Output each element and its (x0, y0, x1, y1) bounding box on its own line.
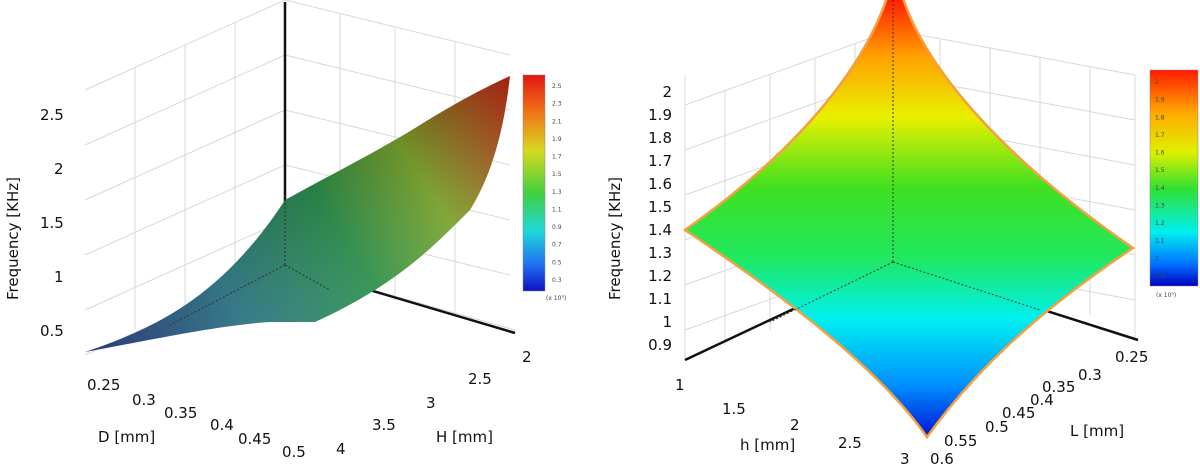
right-colorbar-note: (x 10³) (1156, 292, 1176, 299)
right-colorbar-tick: 1.6 (1155, 150, 1165, 157)
left-colorbar-tick: 1.7 (552, 154, 562, 161)
left-colorbar-tick: 2.3 (552, 101, 562, 108)
right-chart: 2 1.9 1.8 1.7 1.6 1.5 1.4 1.3 1.2 1.1 1 0.9 Frequen… (606, 0, 1199, 468)
left-colorbar-tick: 0.9 (552, 224, 562, 231)
right-y-label: L [mm] (1070, 422, 1124, 440)
left-y-tick: 4 (336, 440, 346, 458)
right-z-tick: 1.3 (648, 244, 672, 262)
right-x-tick: 1.5 (722, 400, 746, 418)
left-y-tick: 2.5 (468, 370, 492, 388)
right-z-tick: 1 (662, 313, 672, 331)
left-colorbar-tick: 0.7 (552, 242, 562, 249)
right-x-tick: 3 (900, 450, 910, 468)
right-y-tick: 0.6 (930, 450, 954, 468)
left-y-tick: 3.5 (372, 416, 396, 434)
left-colorbar: 2.5 2.3 2.1 1.9 1.7 1.5 1.3 1.1 0.9 0.7 0.5 0.3 (x … (522, 74, 566, 302)
right-surface (682, 0, 1136, 440)
left-z-tick: 0.5 (40, 322, 64, 340)
right-z-tick: 1.8 (648, 129, 672, 147)
left-colorbar-tick: 1.3 (552, 189, 562, 196)
right-y-tick: 0.55 (944, 432, 977, 450)
right-colorbar-tick: 0.9 (1155, 273, 1165, 280)
right-colorbar-tick: 1.3 (1155, 202, 1165, 209)
right-x-tick: 2 (790, 416, 800, 434)
right-colorbar-tick: 1.7 (1155, 132, 1165, 139)
right-x-tick: 2.5 (838, 434, 862, 452)
left-chart: 2.5 2 1.5 1 0.5 Frequency [KHz] 0.25 0.3… (4, 0, 566, 461)
left-x-label: D [mm] (98, 428, 155, 446)
right-y-tick: 0.25 (1115, 348, 1148, 366)
right-z-tick: 1.5 (648, 198, 672, 216)
right-x-tick: 1 (675, 376, 685, 394)
right-z-label: Frequency [KHz] (606, 177, 624, 300)
right-x-label: h [mm] (740, 436, 795, 454)
left-colorbar-tick: 0.5 (552, 259, 562, 266)
right-colorbar-tick: 1.8 (1155, 114, 1165, 121)
right-y-tick: 0.5 (985, 418, 1009, 436)
right-colorbar: 2 1.9 1.8 1.7 1.6 1.5 1.4 1.3 1.2 1.1 1 0.9 (x 10³) (1149, 69, 1199, 299)
left-x-tick: 0.25 (87, 376, 120, 394)
right-colorbar-tick: 1.5 (1155, 167, 1165, 174)
left-colorbar-note: (x 10³) (546, 295, 566, 302)
right-y-tick: 0.35 (1042, 378, 1075, 396)
left-z-tick: 1.5 (40, 214, 64, 232)
left-z-label: Frequency [KHz] (4, 177, 22, 300)
right-z-tick: 1.4 (648, 221, 672, 239)
left-y-tick: 3 (426, 394, 436, 412)
right-z-tick: 1.2 (648, 267, 672, 285)
right-z-tick: 1.1 (648, 290, 672, 308)
right-z-tick: 2 (662, 83, 672, 101)
left-x-tick: 0.35 (164, 404, 197, 422)
right-y-tick: 0.3 (1078, 366, 1102, 384)
right-colorbar-tick: 2 (1155, 79, 1159, 86)
left-colorbar-tick: 1.5 (552, 171, 562, 178)
right-z-tick: 1.9 (648, 106, 672, 124)
left-z-tick: 1 (54, 268, 64, 286)
left-colorbar-tick: 0.3 (552, 277, 562, 284)
right-z-tick: 0.9 (648, 336, 672, 354)
left-colorbar-tick: 1.1 (552, 206, 562, 213)
right-z-tick: 1.7 (648, 152, 672, 170)
right-colorbar-tick: 1.4 (1155, 185, 1165, 192)
left-colorbar-tick: 2.5 (552, 83, 562, 90)
right-y-tick: 0.4 (1030, 391, 1054, 409)
left-y-label: H [mm] (436, 428, 493, 446)
left-x-tick: 0.45 (238, 430, 271, 448)
left-x-tick: 0.5 (282, 443, 306, 461)
left-colorbar-tick: 2.1 (552, 118, 562, 125)
right-colorbar-tick: 1.1 (1155, 238, 1165, 245)
left-x-tick: 0.4 (210, 416, 234, 434)
right-colorbar-tick: 1.9 (1155, 97, 1165, 104)
right-z-tick: 1.6 (648, 175, 672, 193)
left-z-tick: 2 (54, 160, 64, 178)
left-y-tick: 2 (522, 348, 532, 366)
right-colorbar-tick: 1 (1155, 255, 1159, 262)
right-y-tick: 0.45 (1002, 404, 1035, 422)
left-z-tick: 2.5 (40, 106, 64, 124)
left-colorbar-tick: 1.9 (552, 136, 562, 143)
left-x-tick: 0.3 (132, 391, 156, 409)
right-colorbar-tick: 1.2 (1155, 220, 1165, 227)
